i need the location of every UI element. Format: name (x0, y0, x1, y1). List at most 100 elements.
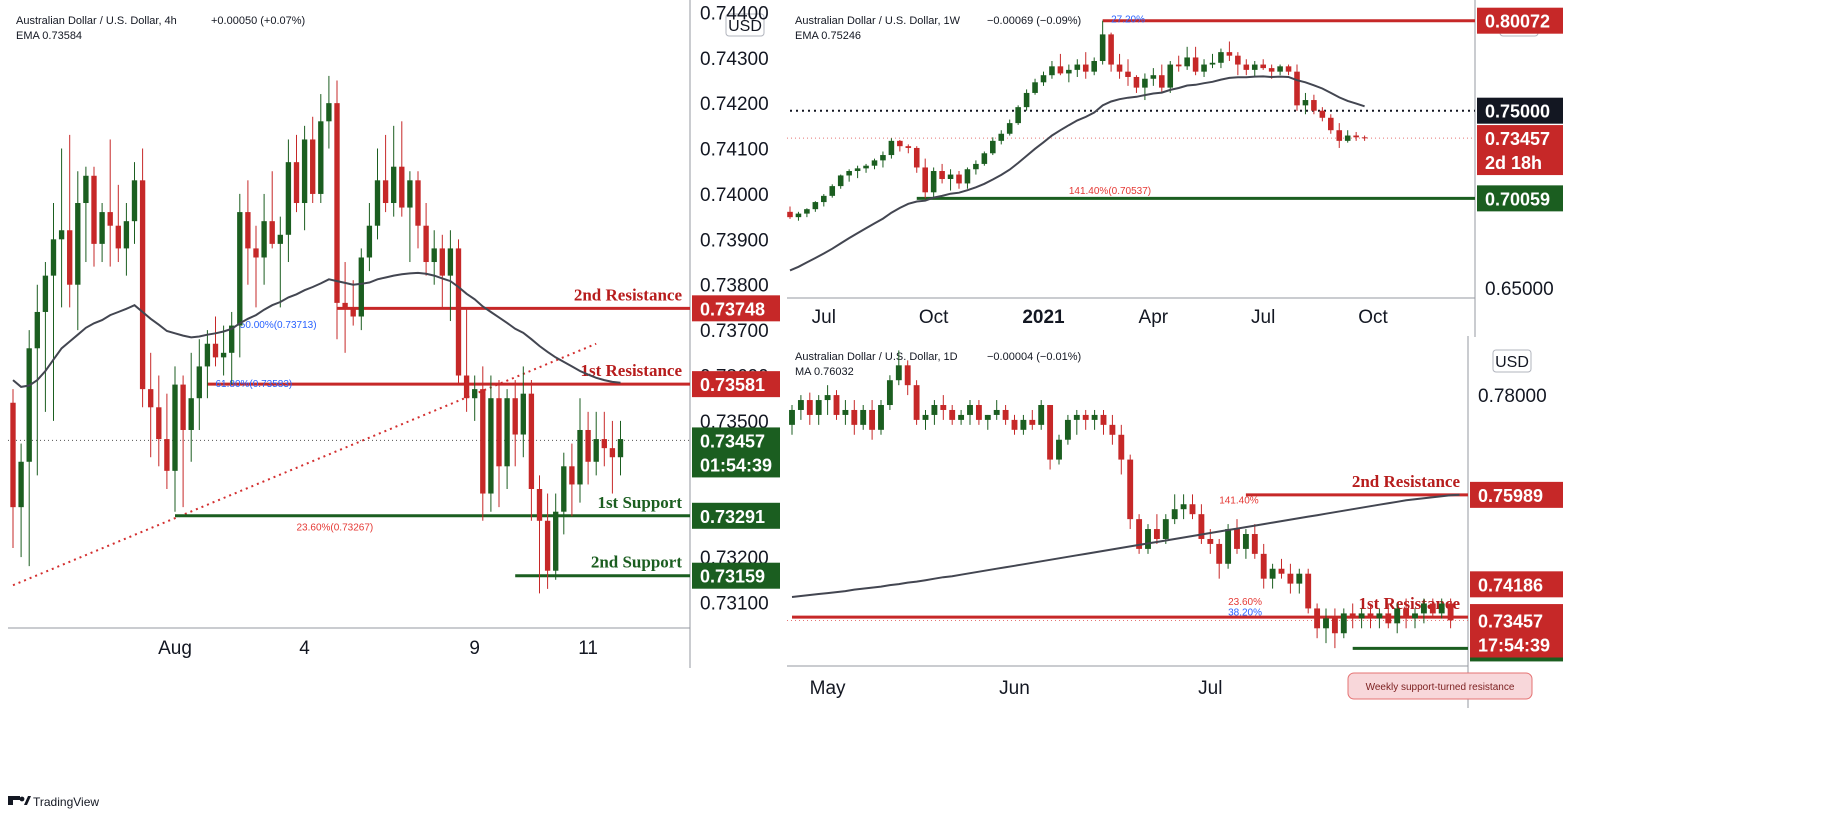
time-tick: Jul (1198, 678, 1222, 699)
candle-body (1180, 504, 1187, 510)
candle-body (1082, 64, 1089, 72)
candle-body (949, 409, 956, 420)
candle-body (1023, 92, 1030, 108)
candle-body (1047, 405, 1054, 460)
candle-body (1216, 543, 1223, 564)
candle-body (1145, 529, 1151, 549)
candle-body (1002, 409, 1009, 420)
candle-body (366, 225, 373, 258)
level-annotation: 1st Support (597, 493, 682, 512)
price-label-box (1470, 481, 1563, 508)
candle-body (67, 230, 73, 285)
candle-body (1277, 66, 1283, 72)
candle-body (1251, 64, 1258, 70)
candle-body (806, 400, 813, 415)
candle-body (1243, 64, 1250, 70)
candle-body (1074, 64, 1081, 70)
candle-body (447, 248, 454, 276)
price-label-box (1477, 7, 1563, 34)
candle-body (975, 405, 982, 420)
candle-body (107, 212, 113, 226)
candle-body (1367, 613, 1374, 619)
time-tick: 4 (299, 638, 310, 659)
price-tick: 0.74200 (700, 94, 769, 115)
current-price-text: 0.73457 (1478, 611, 1543, 631)
candle-body (512, 398, 518, 435)
candle-body (553, 511, 559, 571)
price-change: −0.00069 (−0.09%) (987, 15, 1081, 27)
chart-4h-panel[interactable]: Australian Dollar / U.S. Dollar, 4h +0.00… (8, 0, 780, 668)
note-text: Weekly support-turned resistance (1366, 682, 1515, 693)
candle-body (1198, 514, 1205, 539)
time-tick: 11 (578, 638, 598, 659)
candle-body (1125, 71, 1131, 77)
price-label-text: 0.75989 (1478, 486, 1543, 506)
candle-body (1040, 75, 1047, 83)
candle-body (1323, 618, 1329, 629)
candle-body (880, 155, 886, 161)
candle-body (846, 171, 852, 176)
candle-body (520, 393, 526, 435)
fib-label: 27.20% (1111, 14, 1145, 25)
candle-body (1038, 405, 1045, 425)
candle-body (561, 466, 567, 512)
candle-body (415, 180, 421, 226)
candle-body (913, 147, 920, 168)
time-tick: Jul (812, 307, 836, 328)
candle-body (804, 209, 810, 214)
time-tick: 9 (469, 638, 480, 659)
candle-body (1099, 34, 1106, 62)
candle-body (99, 212, 105, 244)
time-tick: May (810, 678, 846, 699)
candle-body (1429, 603, 1436, 614)
candle-body (237, 212, 243, 326)
level-annotation: 1st Resistance (580, 361, 682, 380)
candle-body (1278, 568, 1285, 574)
candle-body (993, 409, 1000, 415)
candle-body (1296, 573, 1303, 584)
price-label-text: 0.73291 (700, 507, 765, 527)
price-tick: 0.78000 (1478, 386, 1547, 407)
time-tick: Jun (999, 678, 1030, 699)
candle-body (833, 395, 840, 415)
symbol-title: Australian Dollar / U.S. Dollar, 1D (795, 351, 958, 363)
candle-body (10, 402, 16, 508)
candle-body (1225, 529, 1232, 564)
candle-body (1328, 117, 1334, 131)
candle-body (1268, 68, 1275, 72)
chart-weekly-panel[interactable]: Australian Dollar / U.S. Dollar, 1W −0.00… (787, 0, 1563, 337)
candle-body (1064, 419, 1071, 440)
candle-body (391, 166, 397, 204)
candle-body (34, 311, 40, 349)
candle-body (229, 325, 235, 353)
price-tick: 0.74300 (700, 49, 769, 70)
current-price-box (1477, 125, 1563, 176)
candle-body (851, 409, 858, 425)
currency-badge (725, 13, 765, 37)
candle-body (1376, 613, 1383, 619)
fib-label: 141.40%(0.70537) (1069, 186, 1151, 197)
candle-body (1175, 64, 1182, 67)
candle-body (374, 180, 381, 226)
candle-body (931, 405, 938, 415)
candle-body (1127, 459, 1134, 520)
candle-body (245, 212, 251, 249)
candle-body (1032, 82, 1038, 93)
time-tick: Apr (1139, 307, 1169, 328)
candle-body (50, 239, 57, 276)
candle-body (863, 165, 869, 169)
candle-body (1015, 107, 1021, 124)
candle-body (609, 448, 616, 458)
countdown-text: 17:54:39 (1478, 635, 1550, 655)
candle-body (26, 348, 32, 462)
candle-body (164, 439, 170, 471)
candle-body (1082, 414, 1089, 420)
time-tick: Oct (1358, 307, 1388, 328)
countdown-text: 01:54:39 (700, 455, 772, 475)
candle-body (196, 366, 202, 399)
candle-body (1184, 57, 1190, 67)
price-tick: 0.73100 (700, 593, 769, 614)
candle-body (1311, 100, 1317, 111)
candle-body (455, 248, 462, 376)
chart-daily-panel[interactable]: Australian Dollar / U.S. Dollar, 1D −0.00… (787, 336, 1563, 708)
